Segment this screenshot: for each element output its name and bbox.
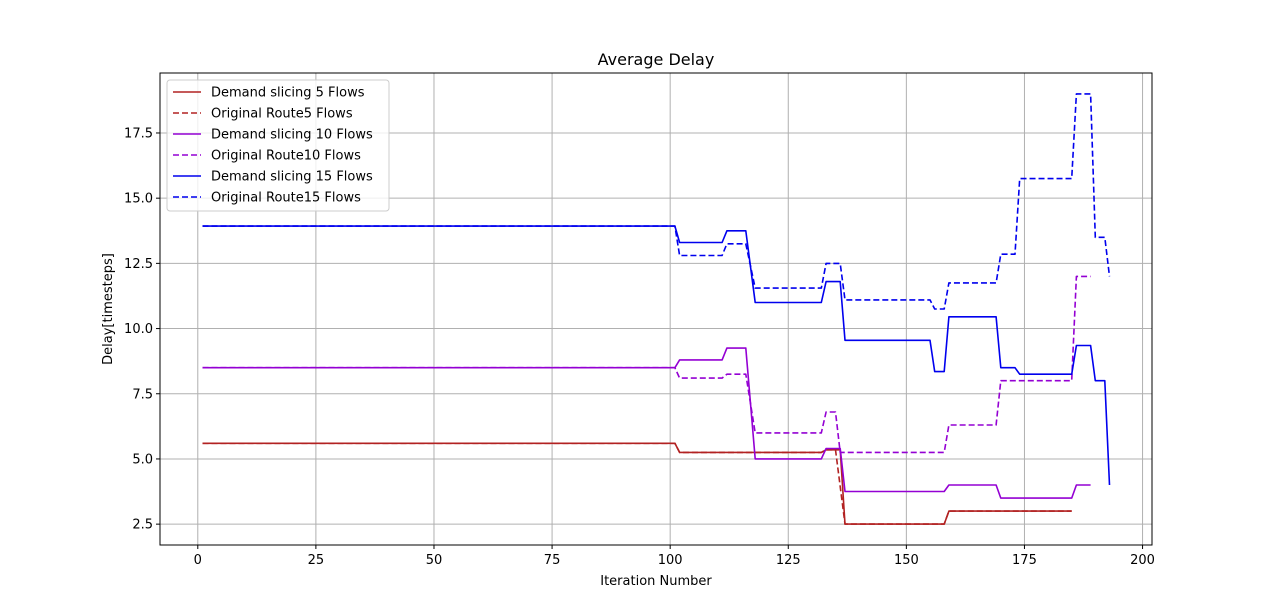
y-tick-label: 2.5	[132, 518, 153, 533]
series-line-1	[202, 442, 1072, 525]
grid-lines	[160, 73, 1152, 545]
series-line-5	[202, 225, 1111, 486]
y-tick-label: 15.0	[124, 192, 153, 207]
legend-label-1: Demand slicing 5 Flows	[211, 86, 365, 101]
x-axis-label: Iteration Number	[600, 574, 712, 589]
legend-label-3: Demand slicing 10 Flows	[211, 128, 373, 143]
x-tick-label: 50	[426, 553, 443, 568]
legend-box	[166, 79, 390, 212]
y-axis-label: Delay[timesteps]	[101, 253, 116, 365]
y-tick-label: 7.5	[132, 387, 153, 402]
x-tick-label: 200	[1130, 553, 1155, 568]
series-lines	[202, 93, 1111, 525]
series-line-2	[202, 442, 1072, 525]
x-tick-label: 25	[308, 553, 325, 568]
y-tick-label: 12.5	[124, 257, 153, 272]
legend-label-2: Original Route5 Flows	[211, 107, 353, 122]
x-tick-label: 125	[776, 553, 801, 568]
series-line-4	[202, 275, 1091, 454]
y-tick-label: 5.0	[132, 452, 153, 467]
legend-label-5: Demand slicing 15 Flows	[211, 170, 373, 185]
series-line-3	[202, 347, 1091, 499]
legend-label-4: Original Route10 Flows	[211, 149, 361, 164]
x-tick-label: 150	[894, 553, 919, 568]
x-tick-label: 100	[658, 553, 683, 568]
x-tick-label: 75	[544, 553, 561, 568]
series-line-6	[202, 93, 1111, 310]
y-axis-ticks: 2.5 5.0 7.5 10.0 12.5 15.0 17.5	[124, 126, 160, 533]
x-tick-label: 175	[1012, 553, 1037, 568]
y-tick-label: 17.5	[124, 126, 153, 141]
x-tick-label: 0	[194, 553, 202, 568]
x-axis-ticks: 0 25 50 75 100 125 150 175 200	[194, 545, 1155, 568]
y-tick-label: 10.0	[124, 322, 153, 337]
legend-label-6: Original Route15 Flows	[211, 191, 361, 206]
legend: Demand slicing 5 Flows Original Route5 Fl…	[166, 79, 390, 212]
plot-area-frame	[159, 72, 1153, 546]
chart-title: Average Delay	[598, 50, 715, 69]
